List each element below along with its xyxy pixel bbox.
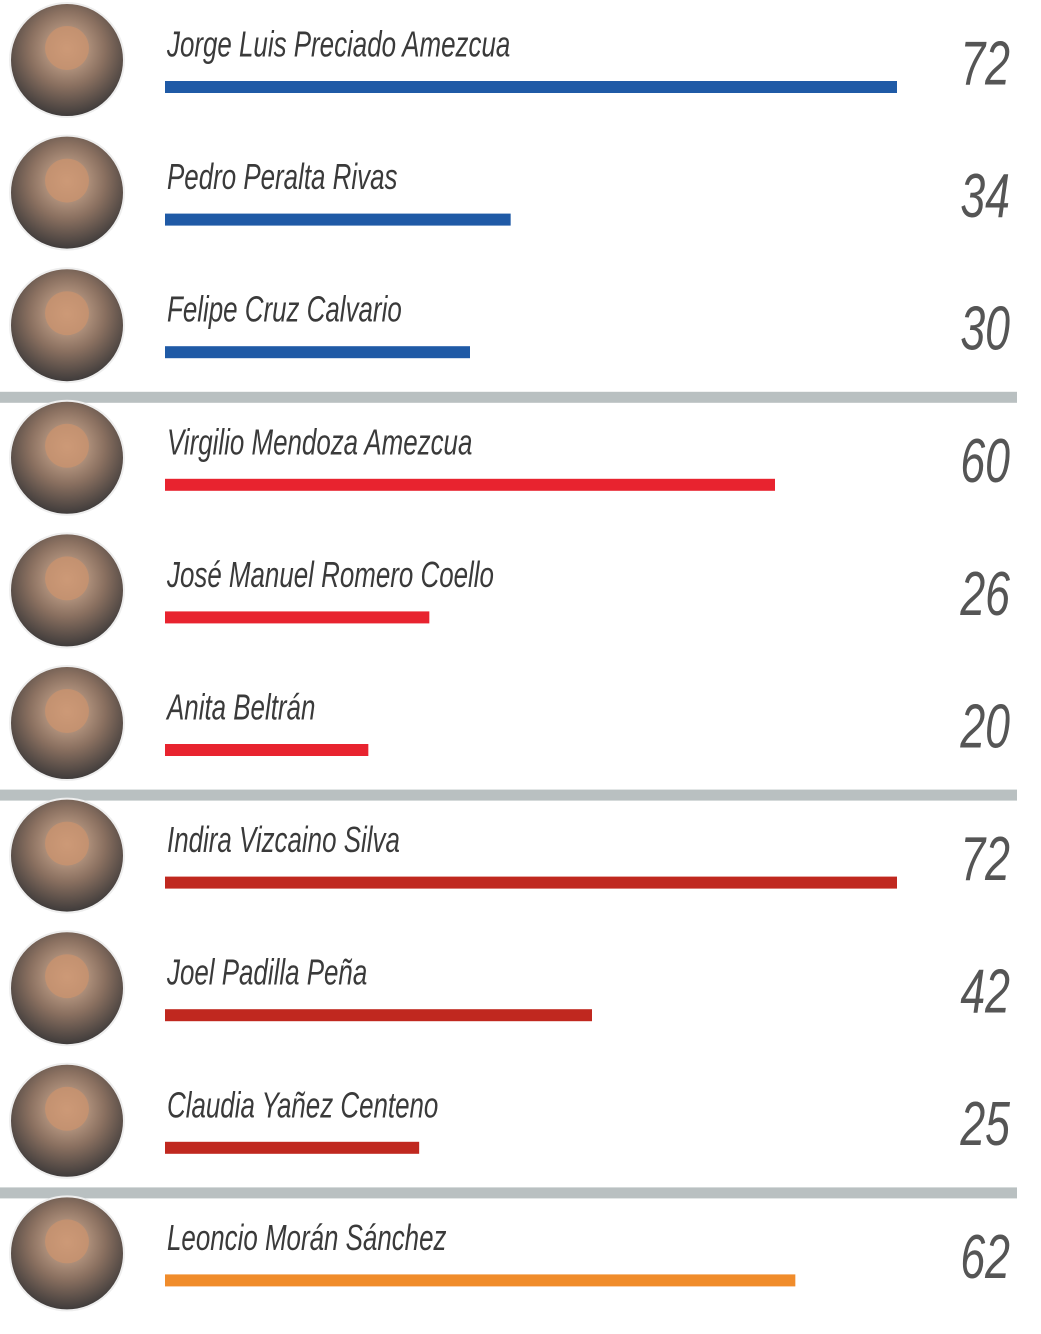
- candidate-name: José Manuel Romero Coello: [166, 555, 494, 595]
- avatar-face: [45, 954, 89, 998]
- page: Jorge Luis Preciado Amezcua 72 Pedro Peral…: [0, 0, 1041, 1334]
- separator: [0, 392, 1017, 403]
- candidate-name: Jorge Luis Preciado Amezcua: [166, 24, 510, 64]
- value-label: 62: [960, 1223, 1010, 1292]
- avatar-face: [45, 1087, 89, 1131]
- candidate-name: Virgilio Mendoza Amezcua: [167, 422, 472, 462]
- avatar-face: [45, 1219, 89, 1263]
- candidate-name: Claudia Yañez Centeno: [167, 1085, 438, 1125]
- value-label: 26: [960, 560, 1011, 629]
- separator: [0, 790, 1017, 801]
- bar: [165, 346, 470, 358]
- separator: [0, 1187, 1017, 1198]
- value-label: 42: [960, 957, 1010, 1026]
- candidate-name: Anita Beltrán: [165, 687, 315, 727]
- candidate-name: Joel Padilla Peña: [166, 953, 367, 993]
- value-label: 20: [960, 692, 1010, 761]
- avatar-face: [45, 26, 89, 70]
- bar: [165, 479, 775, 491]
- bar: [165, 1142, 419, 1154]
- value-label: 60: [960, 427, 1010, 496]
- value-label: 34: [960, 162, 1010, 231]
- avatar-face: [45, 822, 89, 866]
- value-label: 30: [960, 294, 1010, 363]
- avatar-face: [45, 291, 89, 335]
- candidate-name: Pedro Peralta Rivas: [167, 157, 398, 197]
- bar: [165, 877, 897, 889]
- bar: [165, 1274, 795, 1286]
- avatar-face: [45, 159, 89, 203]
- bar: [165, 81, 897, 93]
- value-label: 25: [960, 1090, 1011, 1159]
- avatar-face: [45, 556, 89, 600]
- candidate-name: Indira Vizcaino Silva: [167, 820, 400, 860]
- value-label: 72: [960, 29, 1010, 98]
- bar: [165, 1009, 592, 1021]
- avatar-face: [45, 424, 89, 468]
- chart: Jorge Luis Preciado Amezcua 72 Pedro Peral…: [0, 0, 1041, 1334]
- avatar-face: [45, 689, 89, 733]
- bar: [165, 744, 368, 756]
- bar: [165, 214, 511, 226]
- bar: [165, 611, 429, 623]
- candidate-name: Felipe Cruz Calvario: [167, 290, 402, 330]
- value-label: 72: [960, 825, 1010, 894]
- candidate-name: Leoncio Morán Sánchez: [167, 1218, 447, 1258]
